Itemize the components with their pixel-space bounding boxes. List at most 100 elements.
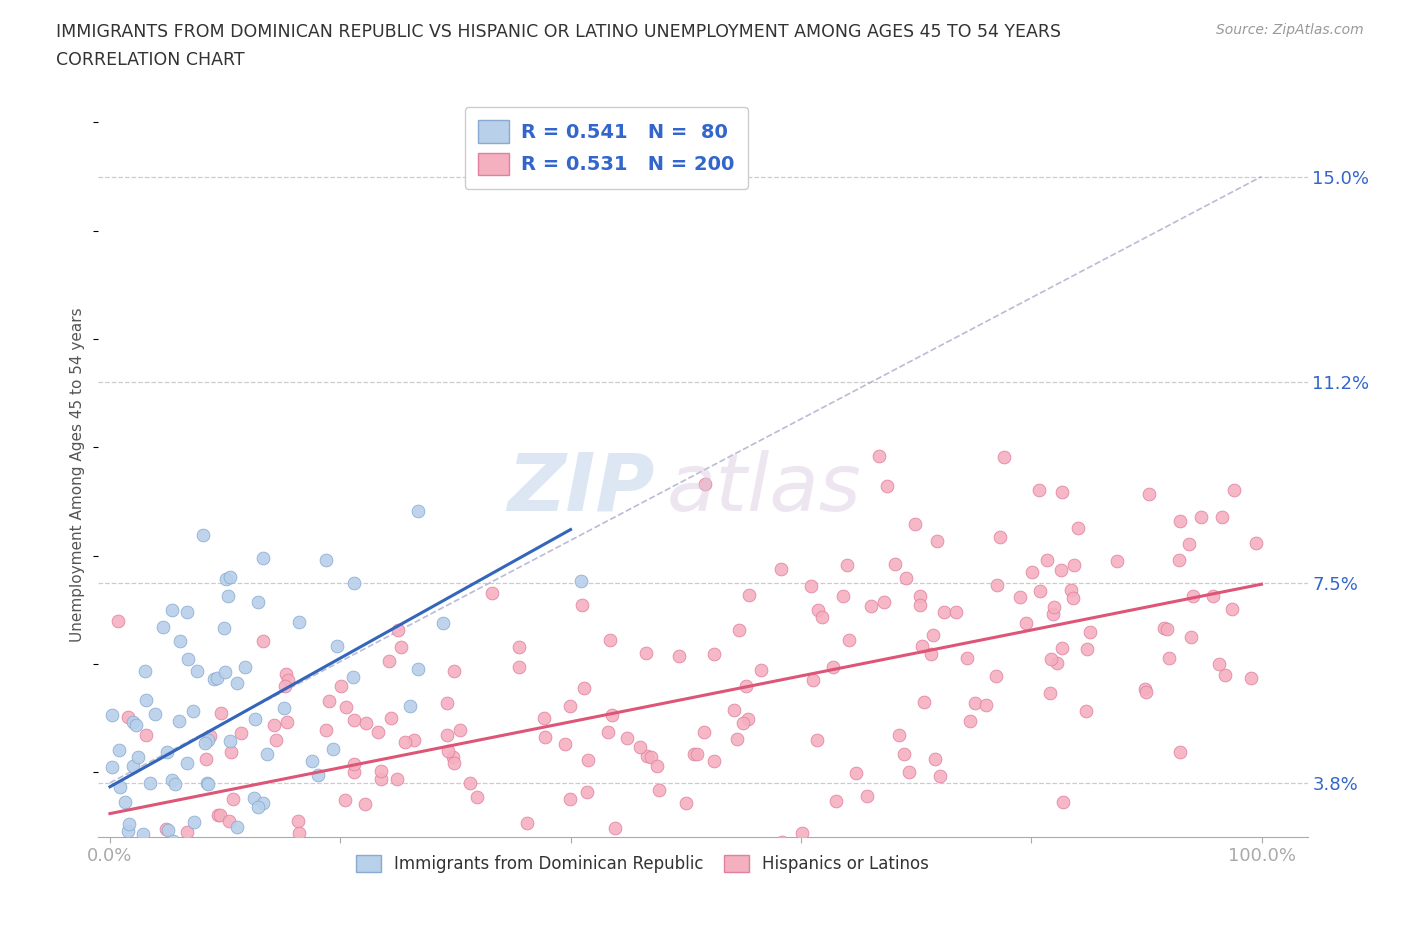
Point	[143, 843, 166, 857]
Point	[801, 673, 824, 688]
Point	[219, 734, 242, 749]
Point	[1050, 641, 1073, 656]
Point	[640, 750, 662, 764]
Point	[177, 652, 200, 667]
Point	[436, 696, 458, 711]
Point	[800, 578, 823, 593]
Point	[1181, 589, 1204, 604]
Point	[163, 777, 186, 791]
Point	[876, 478, 898, 493]
Point	[142, 845, 165, 860]
Point	[243, 790, 266, 805]
Point	[188, 873, 211, 888]
Point	[873, 595, 896, 610]
Point	[315, 723, 337, 737]
Point	[956, 650, 979, 665]
Point	[176, 756, 198, 771]
Point	[1063, 557, 1085, 572]
Point	[342, 670, 364, 684]
Point	[599, 632, 621, 647]
Point	[117, 710, 139, 724]
Point	[441, 750, 464, 764]
Point	[1167, 552, 1189, 567]
Point	[661, 847, 683, 862]
Point	[114, 795, 136, 810]
Point	[841, 873, 863, 888]
Text: atlas: atlas	[666, 450, 862, 528]
Point	[810, 609, 832, 624]
Point	[572, 681, 595, 696]
Point	[322, 742, 344, 757]
Point	[354, 715, 377, 730]
Point	[683, 746, 706, 761]
Point	[398, 698, 420, 713]
Point	[141, 873, 163, 888]
Point	[703, 646, 725, 661]
Point	[904, 516, 927, 531]
Point	[693, 724, 716, 739]
Point	[868, 449, 890, 464]
Point	[932, 604, 955, 619]
Point	[516, 816, 538, 830]
Point	[1168, 744, 1191, 759]
Point	[1074, 704, 1097, 719]
Point	[893, 747, 915, 762]
Point	[125, 718, 148, 733]
Point	[845, 766, 868, 781]
Point	[1213, 668, 1236, 683]
Point	[339, 864, 361, 879]
Point	[131, 827, 153, 842]
Point	[976, 698, 998, 712]
Point	[101, 760, 124, 775]
Point	[458, 776, 481, 790]
Point	[807, 603, 830, 618]
Point	[1052, 795, 1074, 810]
Point	[394, 735, 416, 750]
Point	[288, 615, 311, 630]
Point	[927, 534, 949, 549]
Point	[169, 633, 191, 648]
Point	[443, 664, 465, 679]
Point	[385, 772, 408, 787]
Point	[636, 749, 658, 764]
Point	[107, 614, 129, 629]
Point	[134, 663, 156, 678]
Point	[806, 733, 828, 748]
Point	[162, 845, 184, 860]
Point	[1062, 591, 1084, 606]
Point	[135, 727, 157, 742]
Point	[1153, 621, 1175, 636]
Point	[402, 733, 425, 748]
Point	[215, 572, 238, 587]
Point	[273, 700, 295, 715]
Point	[247, 595, 270, 610]
Point	[256, 747, 278, 762]
Point	[571, 574, 593, 589]
Point	[693, 477, 716, 492]
Point	[598, 724, 620, 739]
Point	[276, 714, 298, 729]
Point	[406, 662, 429, 677]
Point	[276, 667, 298, 682]
Point	[986, 669, 1008, 684]
Point	[436, 727, 458, 742]
Point	[508, 640, 530, 655]
Point	[214, 664, 236, 679]
Point	[389, 640, 412, 655]
Point	[146, 873, 169, 888]
Point	[354, 797, 377, 812]
Point	[378, 654, 401, 669]
Point	[1060, 582, 1083, 597]
Point	[218, 814, 240, 829]
Point	[118, 845, 141, 860]
Point	[1156, 621, 1178, 636]
Point	[225, 819, 247, 834]
Point	[634, 863, 657, 878]
Point	[152, 619, 174, 634]
Point	[110, 779, 132, 794]
Point	[167, 714, 190, 729]
Point	[252, 633, 274, 648]
Point	[686, 747, 709, 762]
Point	[176, 824, 198, 839]
Point	[191, 527, 214, 542]
